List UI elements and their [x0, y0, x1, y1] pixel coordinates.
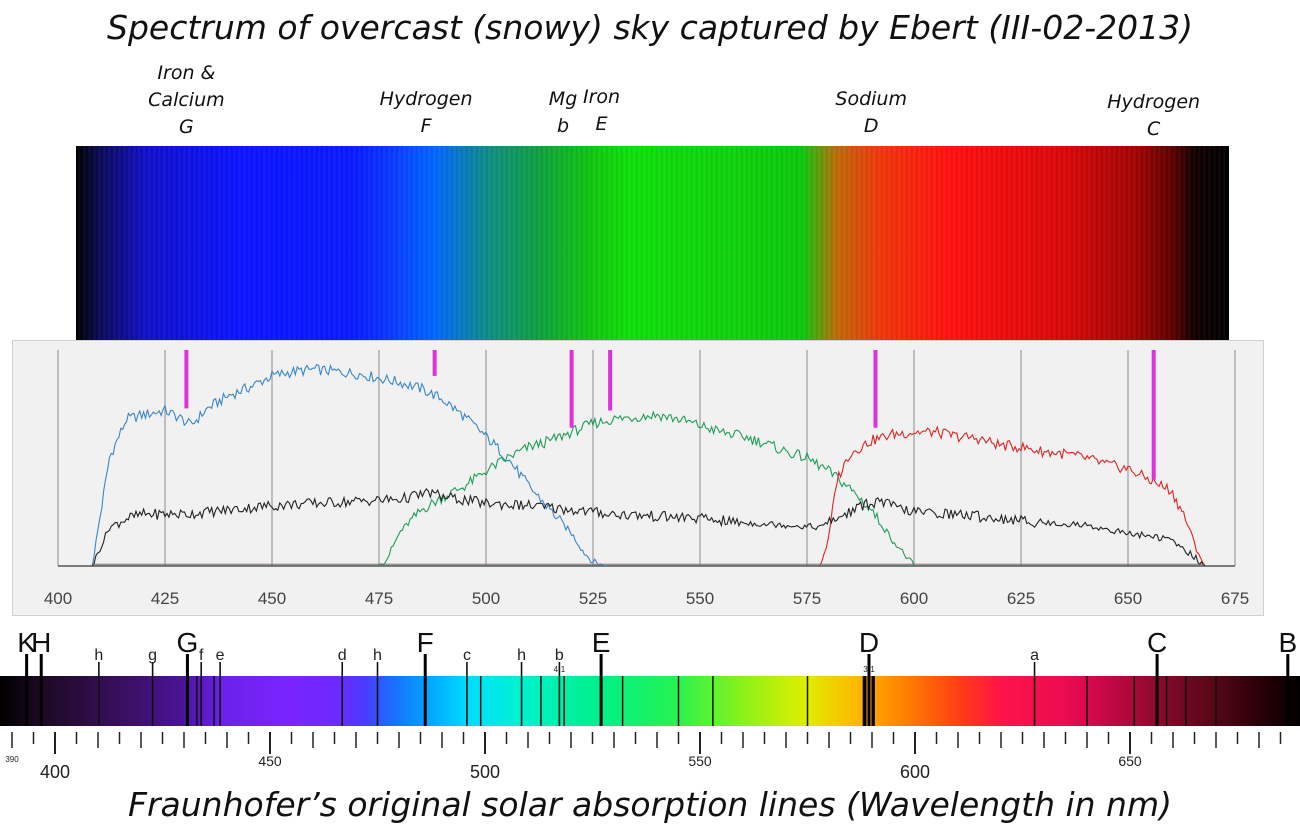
- minor-line-label: b: [555, 647, 564, 664]
- major-line-label: C: [1147, 627, 1167, 658]
- series-line: [819, 425, 1206, 567]
- major-line-label: F: [417, 627, 434, 658]
- minor-line-label: h: [94, 647, 103, 664]
- ruler-label: 550: [688, 753, 712, 769]
- intensity-chart: 400 425 450 475 500 525 550 575 600 625 650 675: [44, 350, 1249, 608]
- x-tick-label: 625: [1007, 589, 1035, 608]
- major-line-label: B: [1278, 627, 1297, 658]
- ruler-label: 650: [1118, 753, 1142, 769]
- minor-line-label: h: [517, 647, 526, 664]
- spectral-line-label: Sodium D: [835, 88, 907, 137]
- plot-panel: [12, 340, 1264, 616]
- ruler-label: 450: [258, 753, 282, 769]
- major-line-label: G: [177, 627, 199, 658]
- major-line-label: D: [859, 627, 879, 658]
- spectral-line-label: Iron & Calcium G: [148, 62, 225, 138]
- major-line-label: K: [17, 627, 36, 658]
- minor-line-label: g: [148, 647, 157, 664]
- series-line: [378, 410, 915, 567]
- x-tick-label: 675: [1221, 589, 1249, 608]
- spectral-line-label: Hydrogen F: [379, 88, 473, 137]
- minor-line-label: e: [216, 647, 225, 664]
- x-tick-label: 500: [472, 589, 500, 608]
- sub-line-label: 4-1: [554, 665, 566, 674]
- minor-line-label: f: [199, 647, 204, 664]
- spectral-line-label: Iron E: [583, 86, 621, 135]
- x-tick-label: 650: [1114, 589, 1142, 608]
- minor-line-label: d: [338, 647, 347, 664]
- spectral-line-label: Hydrogen C: [1107, 91, 1201, 140]
- captured-spectrum-image: [76, 146, 1229, 340]
- fraunhofer-spectrum-bar: [0, 676, 1300, 726]
- x-tick-label: 550: [686, 589, 714, 608]
- minor-line-label: h: [373, 647, 382, 664]
- x-tick-label: 425: [151, 589, 179, 608]
- ruler-label: 400: [40, 762, 70, 782]
- minor-line-label: c: [463, 647, 471, 664]
- spectral-line-label: Mg b: [548, 88, 578, 137]
- series-line: [91, 488, 1206, 567]
- fraunhofer-lines-chart: hgfedhchba4-13-1KHGFEDCB3904004505005506…: [5, 627, 1297, 782]
- x-tick-label: 600: [900, 589, 928, 608]
- minor-line-label: a: [1030, 647, 1039, 664]
- major-line-label: H: [31, 627, 51, 658]
- chart-title: Spectrum of overcast (snowy) sky capture…: [107, 8, 1193, 47]
- x-tick-label: 575: [793, 589, 821, 608]
- x-tick-label: 450: [258, 589, 286, 608]
- x-tick-label: 525: [579, 589, 607, 608]
- ruler-label: 390: [5, 755, 19, 764]
- ruler-label: 600: [900, 762, 930, 782]
- bottom-title: Fraunhofer’s original solar absorption l…: [128, 785, 1172, 824]
- ruler-label: 500: [470, 762, 500, 782]
- major-line-label: E: [592, 627, 611, 658]
- series-line: [91, 363, 606, 567]
- x-tick-label: 400: [44, 589, 72, 608]
- x-tick-label: 475: [365, 589, 393, 608]
